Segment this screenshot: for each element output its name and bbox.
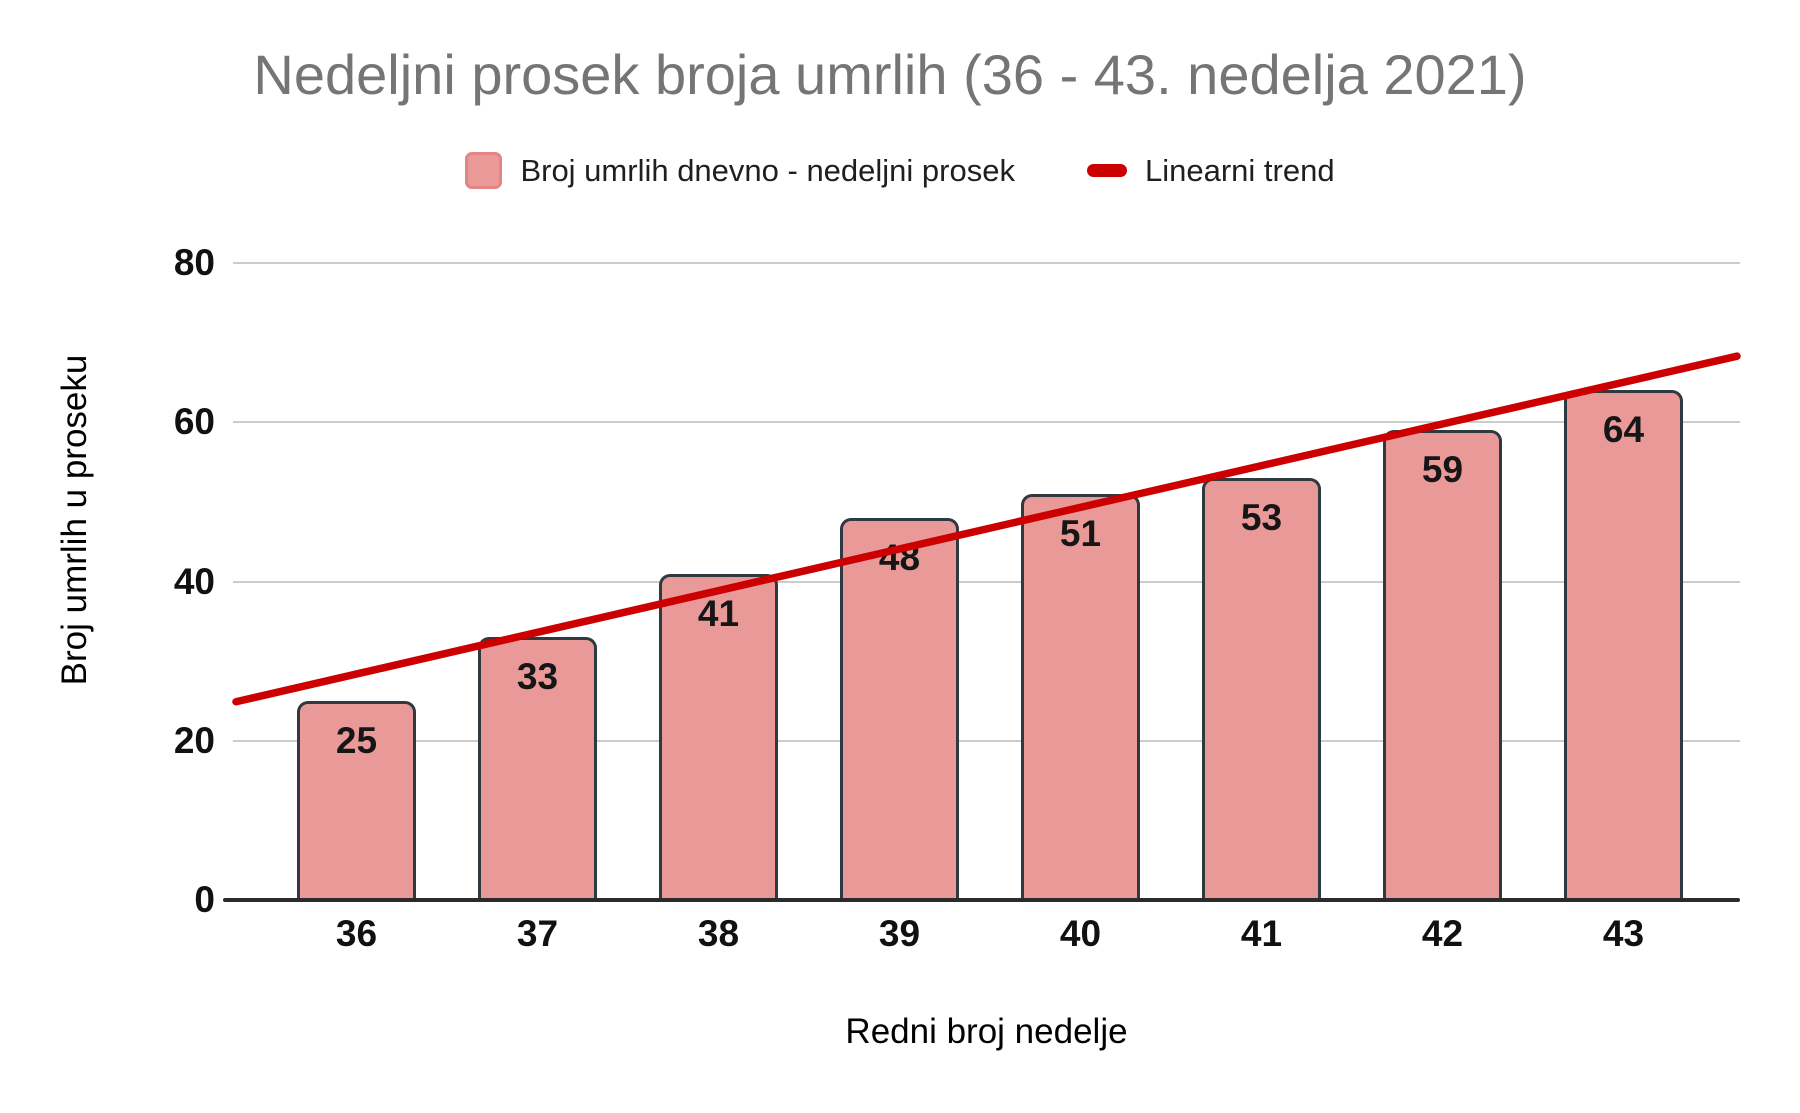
x-tick-label-40: 40 [1059, 913, 1102, 954]
y-tick-label-80: 80 [173, 242, 215, 283]
bar-slot-43: 64 [1533, 263, 1714, 900]
bar-week-41: 53 [1201, 478, 1322, 900]
x-tick-label-37: 37 [516, 913, 559, 954]
bar-value-label: 33 [516, 656, 559, 698]
gridline-20 [233, 739, 1740, 742]
legend-label-bars: Broj umrlih dnevno - nedeljni prosek [520, 152, 1015, 188]
y-tick-label-40: 40 [173, 560, 215, 602]
legend-item-trend: Linearni trend [1086, 152, 1335, 189]
bar-week-43: 64 [1563, 390, 1684, 900]
bar-value-label: 48 [878, 536, 921, 578]
bar-week-36: 25 [296, 700, 417, 900]
x-tick-label-43: 43 [1602, 913, 1645, 954]
bar-week-42: 59 [1382, 430, 1503, 900]
x-tick-label-39: 39 [878, 913, 921, 954]
legend: Broj umrlih dnevno - nedeljni prosek Lin… [0, 152, 1800, 189]
x-tick-label-41: 41 [1240, 913, 1283, 954]
bar-slot-42: 59 [1352, 263, 1533, 900]
y-tick-label-0: 0 [194, 879, 215, 920]
x-tick-label-38: 38 [697, 913, 740, 954]
bar-week-40: 51 [1020, 493, 1141, 900]
bar-value-label: 59 [1421, 449, 1464, 491]
x-tick-label-36: 36 [335, 913, 378, 954]
bar-value-label: 53 [1240, 497, 1283, 538]
bar-slot-37: 33 [447, 263, 628, 900]
bar-value-label: 64 [1602, 409, 1645, 451]
legend-item-bars: Broj umrlih dnevno - nedeljni prosek [465, 152, 1015, 189]
x-axis-baseline [223, 898, 1740, 902]
bar-series: 25 33 41 48 51 53 59 64 [233, 263, 1740, 900]
gridline-80 [233, 262, 1740, 264]
bar-week-37: 33 [477, 637, 598, 900]
bar-value-label: 51 [1059, 512, 1102, 554]
y-tick-label-20: 20 [173, 719, 215, 761]
bar-value-label: 25 [335, 719, 378, 761]
bar-series-swatch-icon [465, 152, 503, 189]
bar-slot-38: 41 [628, 263, 809, 900]
x-axis-tick-labels: 36 37 38 39 40 41 42 43 [233, 913, 1740, 955]
bar-slot-41: 53 [1171, 263, 1352, 900]
plot-area: 25 33 41 48 51 53 59 64 [223, 262, 1741, 902]
bar-value-label: 41 [697, 592, 740, 634]
x-tick-label-42: 42 [1421, 913, 1464, 954]
y-axis-tick-labels: 0 20 40 60 80 [0, 242, 215, 920]
bar-slot-40: 51 [990, 263, 1171, 900]
legend-label-trend: Linearni trend [1144, 152, 1335, 188]
x-axis-title: Redni broj nedelje [845, 1012, 1128, 1051]
bar-week-39: 48 [839, 517, 960, 900]
bar-week-38: 41 [658, 573, 779, 900]
bar-slot-39: 48 [809, 263, 990, 900]
trend-line-swatch-icon [1086, 164, 1127, 177]
bar-slot-36: 25 [266, 263, 447, 900]
y-tick-label-60: 60 [173, 401, 215, 443]
chart-title: Nedeljni prosek broja umrlih (36 - 43. n… [253, 43, 1527, 106]
